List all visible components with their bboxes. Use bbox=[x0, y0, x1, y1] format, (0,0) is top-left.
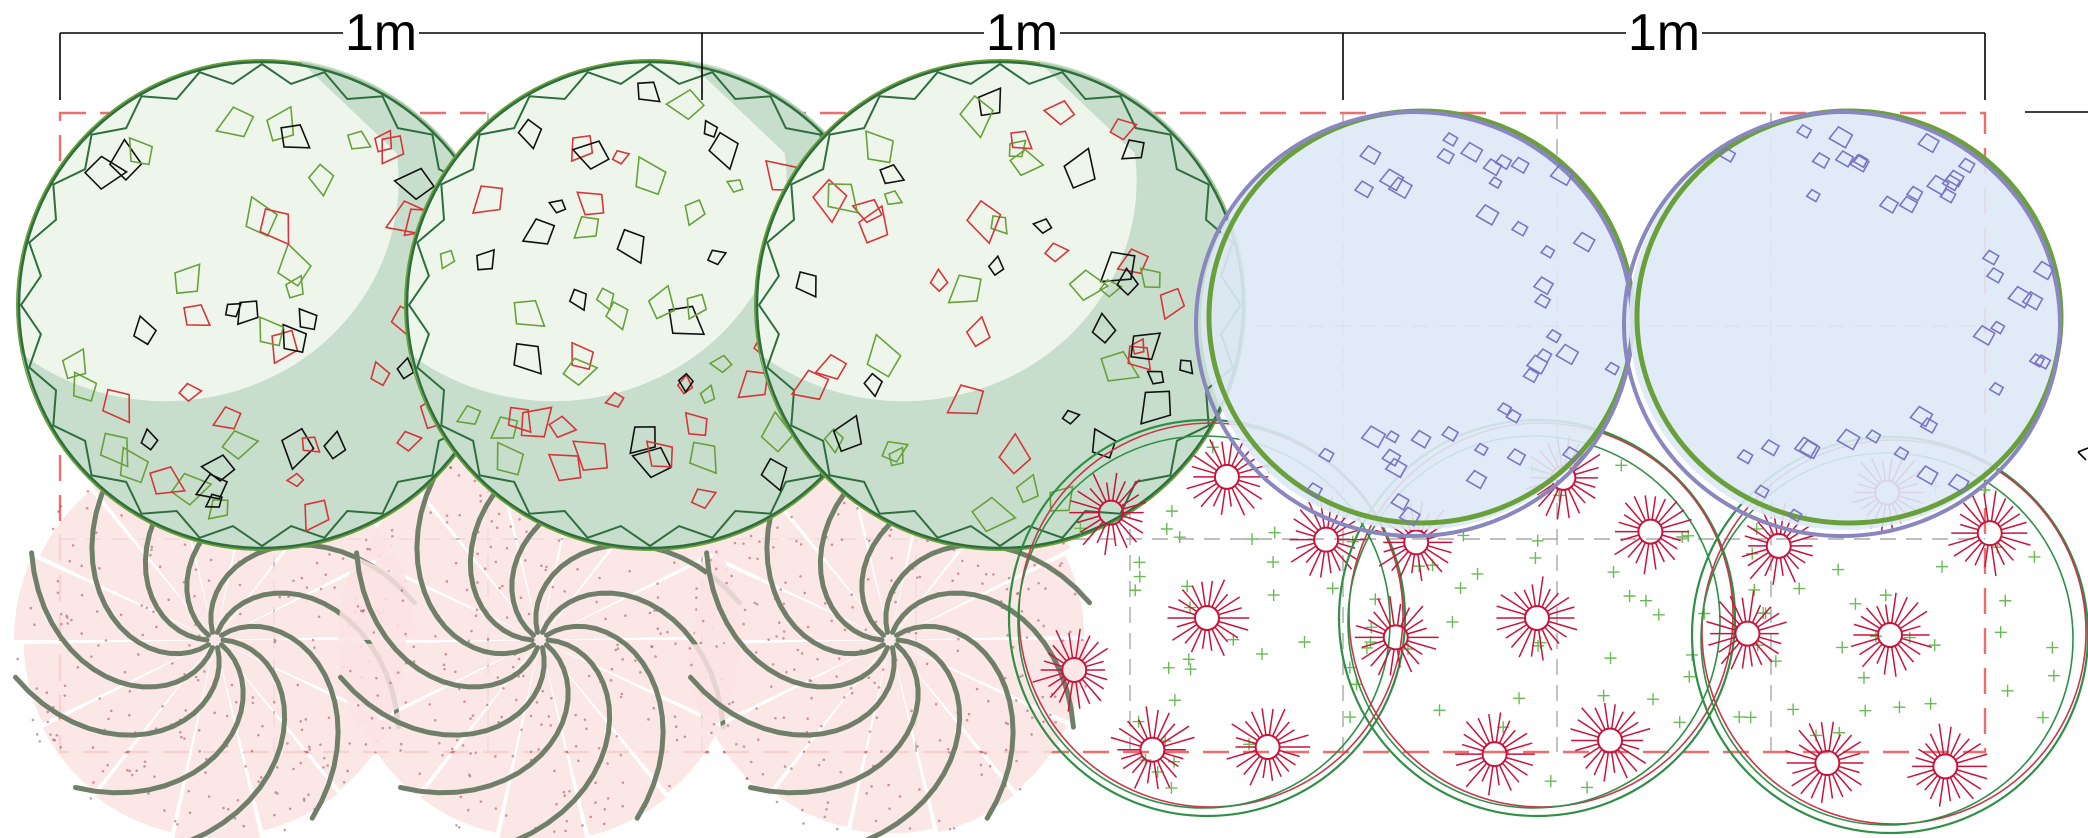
flower-burst-icon bbox=[1907, 723, 1988, 807]
blue-shrub-icon bbox=[1622, 108, 2064, 538]
flower-burst-icon bbox=[1706, 590, 1787, 670]
flower-burst-icon bbox=[1226, 708, 1311, 786]
fern-plant-icon bbox=[754, 59, 1246, 551]
flower-burst-icon bbox=[1850, 592, 1932, 677]
flower-burst-icon bbox=[1110, 706, 1195, 790]
flower-burst-icon bbox=[1496, 576, 1578, 661]
fern-plant-icon bbox=[404, 59, 896, 551]
fern-plant-group bbox=[16, 59, 1246, 551]
flower-burst-icon bbox=[1948, 490, 2031, 577]
flower-burst-icon bbox=[1455, 712, 1535, 796]
dimension-label-2: 1m bbox=[986, 4, 1058, 62]
flower-burst-icon bbox=[1032, 628, 1109, 712]
flower-burst-icon bbox=[1167, 579, 1250, 657]
flower-burst-icon bbox=[1570, 702, 1651, 782]
flower-burst-icon bbox=[1354, 595, 1439, 676]
flower-burst-icon bbox=[1614, 495, 1692, 575]
dimension-label-3: 1m bbox=[1628, 4, 1700, 62]
flower-burst-icon bbox=[1069, 472, 1147, 556]
dimension-label-1: 1m bbox=[345, 4, 417, 62]
flower-burst-icon bbox=[1785, 721, 1864, 803]
flower-burst-icon bbox=[1186, 439, 1269, 516]
blue-shrub-icon bbox=[1194, 108, 1636, 538]
side-dimension-arrow bbox=[2077, 447, 2088, 461]
dimension-lines: 1m 1m 1m bbox=[59, 4, 2088, 461]
blue-shrub-group bbox=[1194, 108, 2064, 538]
